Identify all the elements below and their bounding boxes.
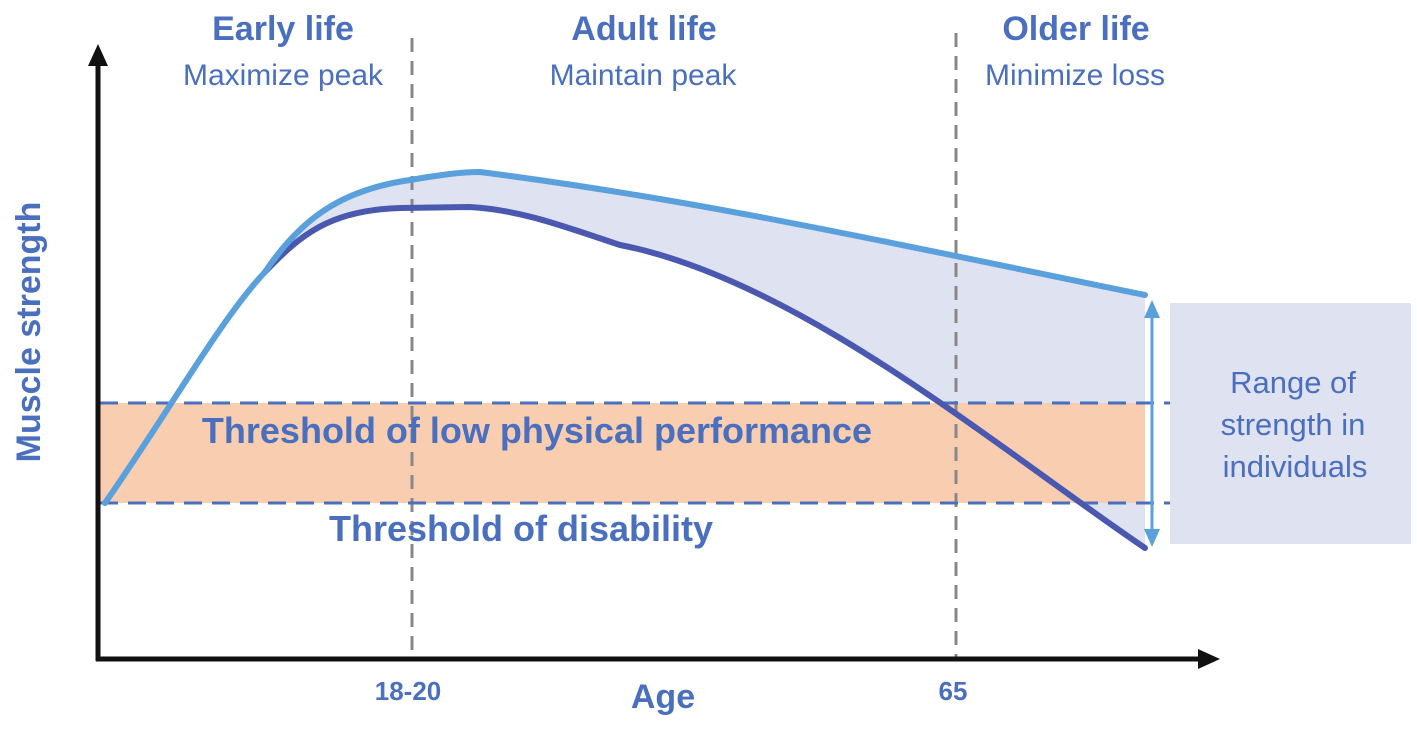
x-tick-65: 65 [939, 676, 968, 706]
threshold-band [100, 403, 1145, 503]
range-of-strength-box [1170, 303, 1411, 544]
strength-range-area [265, 172, 1145, 548]
upper-strength-curve [102, 168, 1148, 506]
stage-title-older: Older life [1002, 10, 1149, 48]
x-axis-title: Age [631, 678, 695, 716]
lower-strength-curve [262, 203, 1148, 551]
threshold-low-performance-label: Threshold of low physical performance [202, 410, 872, 451]
range-label-line-3: individuals [1223, 449, 1368, 484]
range-label-line-2: strength in [1221, 407, 1366, 442]
stage-subtitle-older: Minimize loss [985, 59, 1165, 92]
arrow-up-icon [88, 44, 108, 66]
y-axis-title: Muscle strength [10, 202, 48, 463]
stage-subtitle-adult: Maintain peak [550, 59, 738, 92]
stage-subtitle-early: Maximize peak [183, 59, 384, 92]
stage-title-adult: Adult life [571, 10, 716, 48]
range-label-line-1: Range of [1230, 365, 1356, 400]
arrow-right-icon [1198, 649, 1220, 669]
stage-title-early: Early life [212, 10, 354, 48]
x-tick-18-20: 18-20 [375, 676, 442, 706]
double-arrow-vertical-icon [1144, 300, 1160, 547]
threshold-disability-label: Threshold of disability [329, 508, 713, 549]
axes [88, 44, 1220, 669]
